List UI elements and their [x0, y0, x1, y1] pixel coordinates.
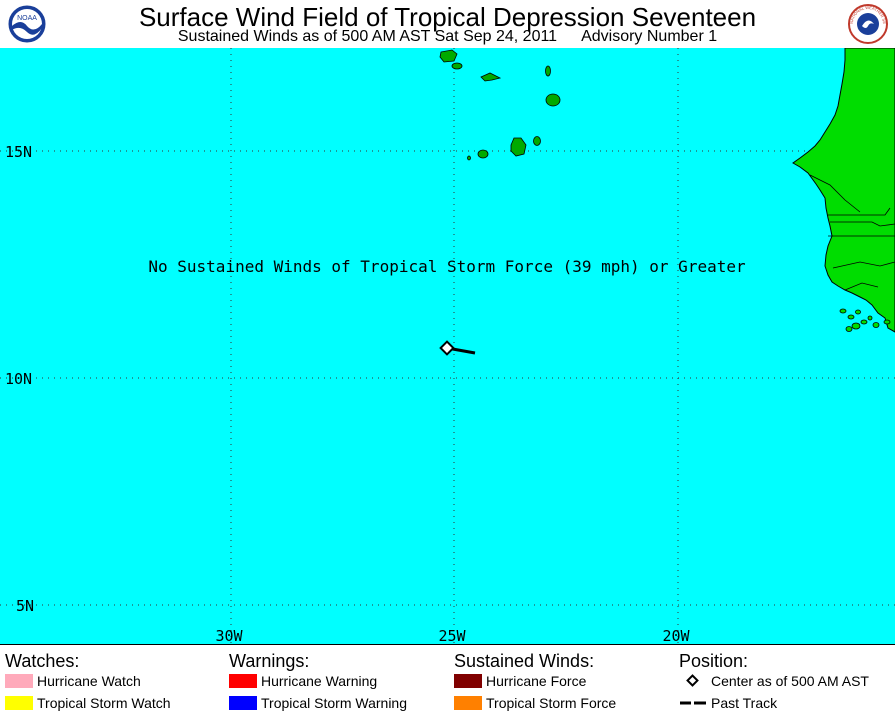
header: NOAA Surface Wind Field of Tropical Depr…: [0, 0, 895, 48]
longitude-label-30w: 30W: [215, 627, 243, 644]
page-subtitle: Sustained Winds as of 500 AM AST Sat Sep…: [0, 28, 895, 46]
legend-warnings-heading: Warnings:: [229, 651, 310, 671]
svg-text:NOAA: NOAA: [17, 15, 37, 22]
latitude-label-10n: 10N: [5, 370, 32, 388]
dashed-line-icon: [680, 701, 706, 705]
country-borders: [809, 174, 895, 291]
no-winds-message: No Sustained Winds of Tropical Storm For…: [148, 257, 746, 276]
legend: Watches: Hurricane Watch Tropical Storm …: [0, 644, 895, 717]
legend-hurricane-force: Hurricane Force: [454, 673, 586, 689]
hurricane-watch-swatch: [5, 674, 33, 688]
africa-landmass: [792, 48, 895, 333]
legend-label: Hurricane Warning: [261, 673, 378, 689]
tropical-storm-force-swatch: [454, 696, 482, 710]
latitude-label-15n: 15N: [5, 143, 32, 161]
hurricane-warning-swatch: [229, 674, 257, 688]
tropical-storm-warning-swatch: [229, 696, 257, 710]
legend-position-heading: Position:: [679, 651, 749, 671]
legend-hurricane-watch: Hurricane Watch: [5, 673, 141, 689]
noaa-logo-icon: NOAA: [7, 4, 47, 44]
legend-label: Hurricane Watch: [37, 673, 141, 689]
legend-label: Center as of 500 AM AST: [711, 673, 869, 689]
legend-past-track: Past Track: [679, 695, 777, 711]
legend-label: Tropical Storm Warning: [261, 695, 408, 711]
longitude-label-25w: 25W: [438, 627, 466, 644]
legend-tropical-storm-watch: Tropical Storm Watch: [5, 695, 171, 711]
hurricane-force-swatch: [454, 674, 482, 688]
cape-verde-islands: [439, 49, 561, 161]
legend-watches-heading: Watches:: [5, 651, 80, 671]
legend-hurricane-warning: Hurricane Warning: [229, 673, 377, 689]
legend-center-position: Center as of 500 AM AST: [679, 673, 869, 689]
legend-label: Past Track: [711, 695, 778, 711]
legend-winds-heading: Sustained Winds:: [454, 651, 595, 671]
bijagos-islands: [839, 308, 891, 332]
storm-center-icon: [439, 340, 455, 356]
latitude-label-5n: 5N: [16, 597, 34, 615]
page-title: Surface Wind Field of Tropical Depressio…: [138, 2, 757, 32]
diamond-icon: [686, 674, 699, 687]
legend-label: Tropical Storm Force: [486, 695, 617, 711]
legend-tropical-storm-force: Tropical Storm Force: [454, 695, 616, 711]
longitude-label-20w: 20W: [662, 627, 690, 644]
legend-label: Tropical Storm Watch: [37, 695, 171, 711]
advisory-number: Advisory Number 1: [581, 28, 718, 45]
nws-logo-icon: NATIONAL WEATHER SERVICE: [848, 4, 888, 44]
legend-tropical-storm-warning: Tropical Storm Warning: [229, 695, 407, 711]
legend-label: Hurricane Force: [486, 673, 587, 689]
tropical-storm-watch-swatch: [5, 696, 33, 710]
advisory-time: Sustained Winds as of 500 AM AST Sat Sep…: [177, 28, 558, 45]
wind-field-map: No Sustained Winds of Tropical Storm For…: [0, 48, 895, 644]
